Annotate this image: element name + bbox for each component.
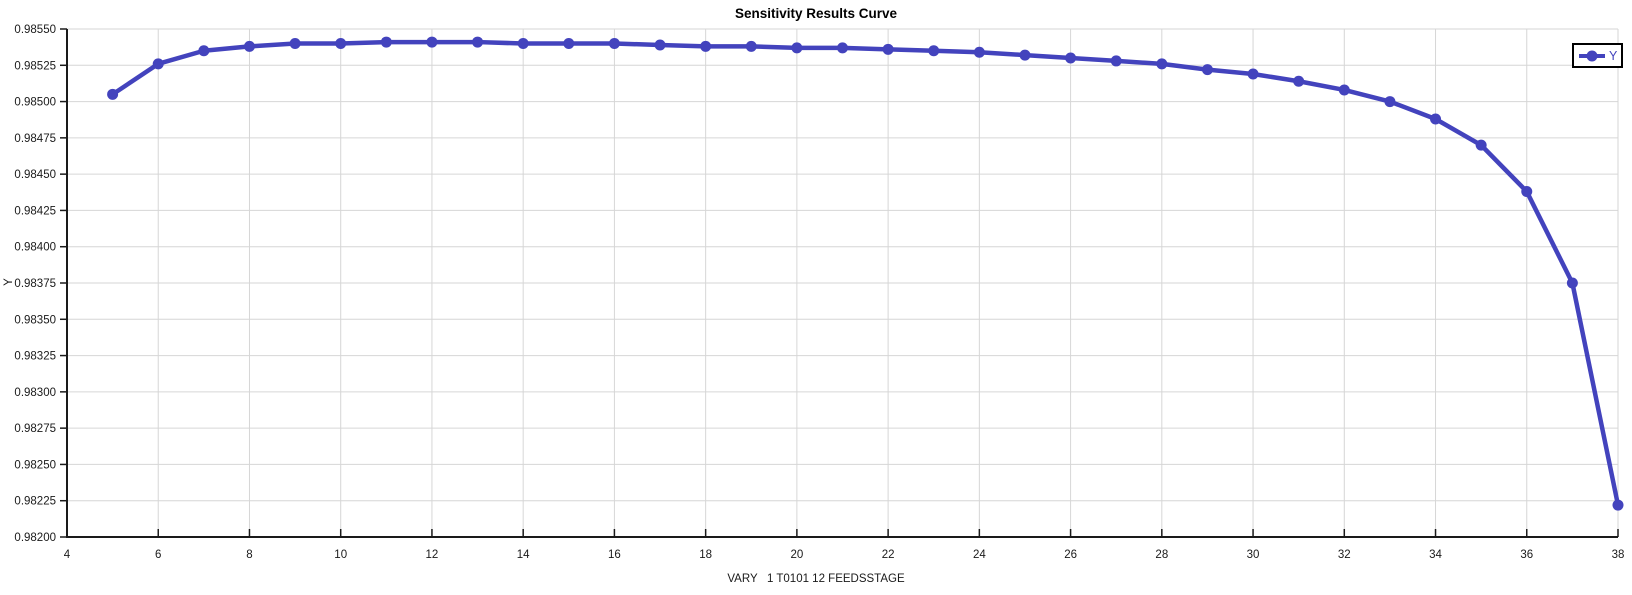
data-point-marker	[1110, 55, 1122, 67]
svg-text:12: 12	[426, 549, 439, 561]
svg-text:0.98225: 0.98225	[14, 496, 56, 508]
data-point-marker	[608, 38, 620, 50]
svg-text:24: 24	[973, 549, 986, 561]
data-point-marker	[1293, 75, 1305, 87]
data-point-marker	[1430, 113, 1442, 125]
data-point-marker	[1156, 58, 1168, 70]
legend-series-glyph	[1579, 50, 1605, 61]
data-point-marker	[700, 40, 712, 52]
data-point-marker	[335, 38, 347, 50]
svg-text:0.98500: 0.98500	[14, 97, 56, 109]
data-point-marker	[1521, 186, 1533, 198]
data-point-marker	[1019, 49, 1031, 61]
data-point-marker	[426, 36, 438, 48]
svg-text:0.98425: 0.98425	[14, 205, 56, 217]
data-point-marker	[1384, 96, 1396, 108]
svg-text:0.98350: 0.98350	[14, 314, 56, 326]
data-point-marker	[837, 42, 848, 54]
svg-text:26: 26	[1064, 549, 1077, 561]
legend-series-label: Y	[1609, 48, 1618, 63]
svg-text:0.98250: 0.98250	[14, 459, 56, 471]
svg-text:20: 20	[790, 549, 803, 561]
y-tick-labels: 0.98200 0.98225 0.98250 0.98275 0.98300 0.983…	[14, 24, 56, 544]
svg-text:8: 8	[246, 549, 252, 561]
data-point-marker	[882, 43, 894, 55]
data-point-marker	[973, 46, 985, 58]
svg-text:38: 38	[1612, 549, 1625, 561]
svg-text:18: 18	[699, 549, 712, 561]
data-point-marker	[1247, 68, 1259, 80]
svg-text:16: 16	[608, 549, 621, 561]
svg-text:0.98300: 0.98300	[14, 387, 56, 399]
svg-text:0.98550: 0.98550	[14, 24, 56, 36]
data-point-marker	[1475, 139, 1487, 151]
data-point-marker	[1201, 64, 1213, 76]
data-point-marker	[654, 39, 666, 51]
svg-text:0.98375: 0.98375	[14, 278, 56, 290]
chart-title: Sensitivity Results Curve	[734, 6, 898, 21]
svg-text:10: 10	[334, 549, 347, 561]
data-point-marker	[152, 58, 164, 70]
series-Y	[107, 36, 1624, 511]
svg-text:0.98450: 0.98450	[14, 169, 56, 181]
svg-text:22: 22	[882, 549, 895, 561]
x-axis-title: VARY 1 T0101 12 FEEDSSTAGE	[727, 573, 905, 585]
data-point-marker	[243, 40, 255, 52]
svg-text:0.98400: 0.98400	[14, 242, 56, 254]
data-point-marker	[198, 45, 210, 57]
legend[interactable]: Y	[1572, 43, 1623, 68]
data-point-marker	[472, 36, 484, 48]
svg-text:28: 28	[1155, 549, 1168, 561]
data-point-marker	[928, 45, 940, 57]
svg-text:0.98525: 0.98525	[14, 60, 56, 72]
data-point-marker	[563, 38, 575, 50]
svg-text:4: 4	[64, 549, 71, 561]
svg-text:30: 30	[1247, 549, 1260, 561]
gridlines	[67, 28, 1619, 537]
data-point-marker	[745, 40, 757, 52]
axes	[60, 28, 1619, 538]
data-point-marker	[517, 38, 529, 50]
svg-text:14: 14	[517, 549, 530, 561]
x-tick-labels: 4 6 8 10 12 14 16 18 20 22 24 26 28 30 32 34 36 38	[64, 549, 1625, 561]
data-point-marker	[791, 42, 803, 54]
data-point-marker	[1612, 499, 1624, 511]
svg-text:0.98325: 0.98325	[14, 351, 56, 363]
svg-text:36: 36	[1520, 549, 1533, 561]
data-point-marker	[1566, 277, 1578, 289]
data-point-marker	[1338, 84, 1350, 96]
data-point-marker	[380, 36, 392, 48]
svg-text:0.98200: 0.98200	[14, 532, 56, 544]
data-point-marker	[1065, 52, 1077, 64]
svg-text:34: 34	[1429, 549, 1442, 561]
data-point-marker	[107, 88, 119, 100]
svg-text:0.98475: 0.98475	[14, 133, 56, 145]
svg-text:0.98275: 0.98275	[14, 423, 56, 435]
svg-text:6: 6	[155, 549, 161, 561]
svg-text:32: 32	[1338, 549, 1351, 561]
data-point-marker	[289, 38, 301, 50]
